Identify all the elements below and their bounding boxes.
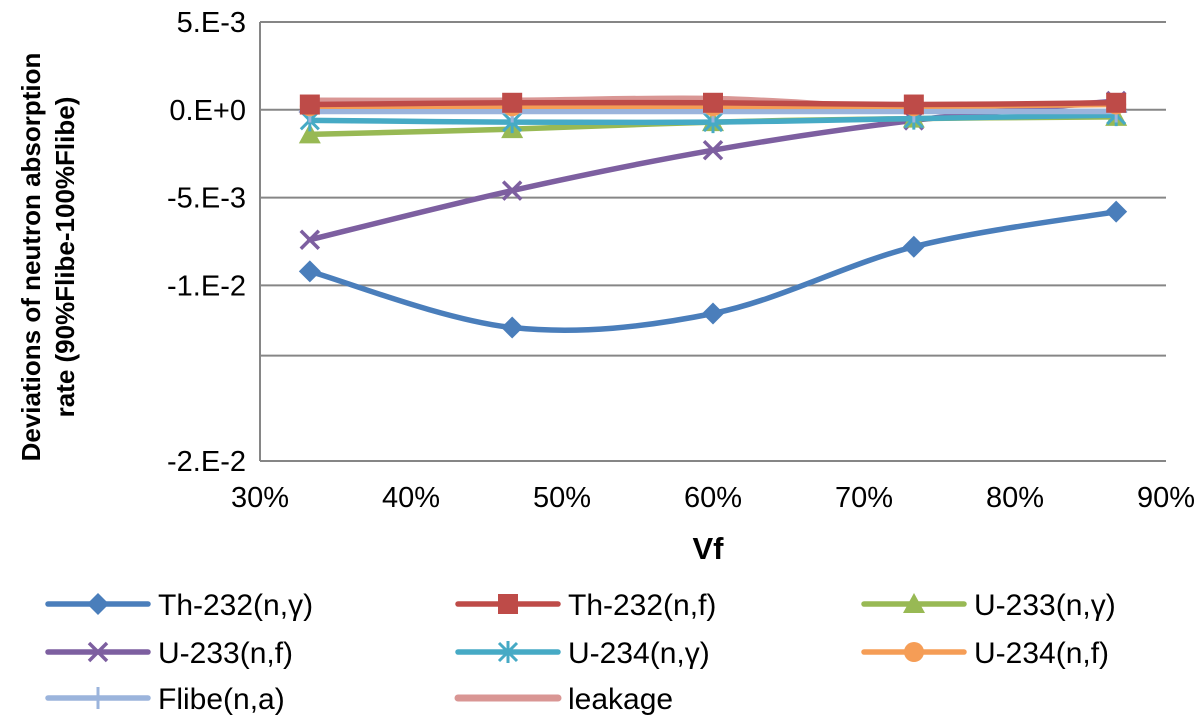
axes — [259, 22, 1166, 462]
legend-label: leakage — [568, 683, 673, 716]
legend-label: U-234(n,γ) — [568, 637, 710, 670]
legend-entry: leakage — [454, 683, 673, 716]
legend-marker — [87, 641, 109, 663]
legend-marker — [87, 687, 109, 709]
x-tick-label: 90% — [1137, 482, 1195, 514]
data-point — [298, 260, 321, 283]
gridlines — [260, 21, 1166, 462]
data-point — [502, 92, 523, 113]
x-tick-label: 60% — [684, 482, 742, 514]
legend: Th-232(n,γ) Th-232(n,f) U-233(n,γ) U-233(n,… — [45, 589, 1116, 716]
series-lines — [298, 90, 1128, 339]
legend-marker — [87, 593, 109, 615]
legend-entry: U-234(n,f) — [861, 637, 1109, 670]
legend-label: U-234(n,f) — [974, 637, 1109, 670]
legend-label: U-233(n,γ) — [974, 589, 1116, 622]
tick-labels: 5.E-3 0.E+0 -5.E-3 -1.E-2 -2.E-2 30% 40% 50% 60%… — [167, 7, 1195, 514]
y-tick-label: -2.E-2 — [167, 446, 246, 478]
x-tick-label: 70% — [835, 482, 893, 514]
x-tick-label: 30% — [231, 482, 289, 514]
series-1 — [298, 200, 1128, 339]
legend-marker — [498, 594, 518, 614]
legend-label: Th-232(n,f) — [568, 589, 716, 622]
x-tick-label: 50% — [533, 482, 591, 514]
data-point — [299, 229, 321, 250]
axis-titles: Vf Deviations of neutron absorption rate… — [16, 53, 724, 566]
legend-entry: U-233(n,f) — [45, 637, 293, 670]
y-tick-label: -1.E-2 — [167, 270, 246, 302]
legend-marker — [497, 641, 519, 663]
legend-entry: Th-232(n,γ) — [45, 589, 313, 622]
data-point — [703, 92, 723, 113]
legend-entry: U-233(n,γ) — [861, 589, 1116, 622]
x-tick-label: 40% — [382, 482, 440, 514]
y-axis-title-line-1: Deviations of neutron absorption — [16, 53, 46, 462]
x-tick-label: 80% — [986, 482, 1044, 514]
data-point — [1106, 92, 1127, 113]
y-tick-label: 5.E-3 — [177, 7, 246, 39]
data-point — [702, 139, 724, 161]
data-point — [299, 94, 320, 115]
data-point — [501, 316, 524, 339]
y-tick-label: -5.E-3 — [167, 183, 246, 215]
legend-entry: U-234(n,γ) — [455, 637, 710, 670]
legend-label: Th-232(n,γ) — [158, 589, 313, 622]
data-point — [902, 235, 925, 258]
y-axis-title-line-2: rate (90%Flibe-100%Flibe) — [50, 97, 80, 418]
legend-label: U-233(n,f) — [158, 637, 293, 670]
data-point — [1105, 200, 1128, 223]
legend-marker — [903, 593, 925, 613]
data-point — [501, 180, 523, 201]
legend-entry: Th-232(n,f) — [455, 589, 716, 622]
data-point — [702, 302, 724, 325]
legend-marker — [904, 642, 924, 662]
data-point — [298, 123, 321, 144]
y-tick-label: 0.E+0 — [169, 95, 246, 127]
x-axis-title: Vf — [693, 531, 725, 566]
data-point — [903, 94, 924, 115]
legend-entry: Flibe(n,a) — [45, 683, 285, 716]
series-2 — [299, 92, 1127, 115]
legend-label: Flibe(n,a) — [158, 683, 285, 716]
